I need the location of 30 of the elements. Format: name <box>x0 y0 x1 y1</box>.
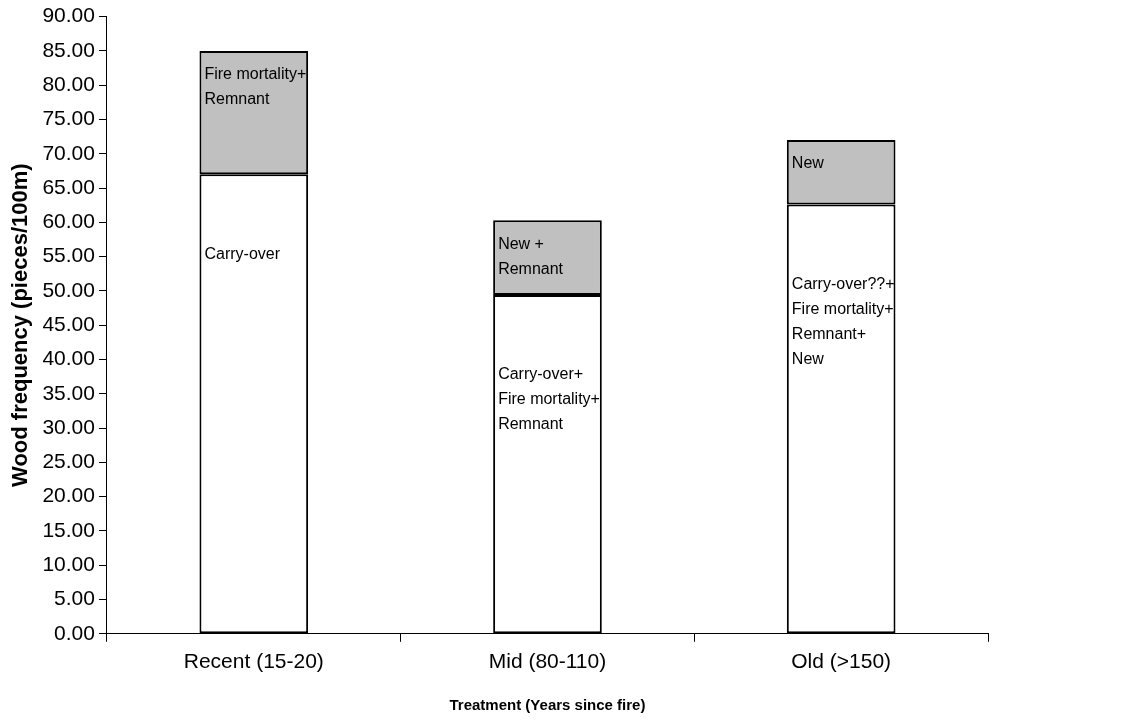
y-axis-title: Wood frequency (pieces/100m) <box>7 163 33 487</box>
annotation: Carry-over+ Fire mortality+ Remnant <box>498 365 600 433</box>
y-tick-label: 0.00 <box>54 620 95 644</box>
annotation: New + Remnant <box>498 234 564 277</box>
x-tick-label: Mid (80-110) <box>488 649 607 673</box>
y-tick-label: 60.00 <box>42 209 95 233</box>
y-tick-label: 5.00 <box>54 586 95 610</box>
y-tick-label: 10.00 <box>42 552 95 576</box>
y-tick-label: 30.00 <box>42 414 95 438</box>
annotation: Carry-over??+ Fire mortality+ Remnant+ New <box>791 274 895 367</box>
y-tick-label: 90.00 <box>42 3 95 27</box>
x-tick-label: Old (>150) <box>791 649 892 673</box>
y-tick-label: 25.00 <box>42 449 95 473</box>
x-axis-title: Treatment (Years since fire) <box>449 696 646 714</box>
y-tick-label: 35.00 <box>42 380 95 404</box>
y-tick-label: 15.00 <box>42 517 95 541</box>
y-tick-label: 45.00 <box>42 312 95 335</box>
y-tick-label: 40.00 <box>42 346 95 370</box>
y-tick-label: 70.00 <box>42 140 95 164</box>
y-tick-label: 55.00 <box>42 243 95 267</box>
annotation: New <box>791 154 825 172</box>
annotation: Fire mortality+ Remnant <box>204 65 307 108</box>
y-tick-label: 75.00 <box>42 106 95 130</box>
y-tick-label: 20.00 <box>42 483 95 507</box>
annotation: Carry-over <box>204 244 281 262</box>
y-tick-label: 85.00 <box>42 37 95 61</box>
x-tick-label: Recent (15-20) <box>183 649 324 673</box>
y-tick-label: 65.00 <box>42 174 95 198</box>
y-tick-label: 50.00 <box>42 277 95 301</box>
y-tick-label: 80.00 <box>42 71 95 95</box>
